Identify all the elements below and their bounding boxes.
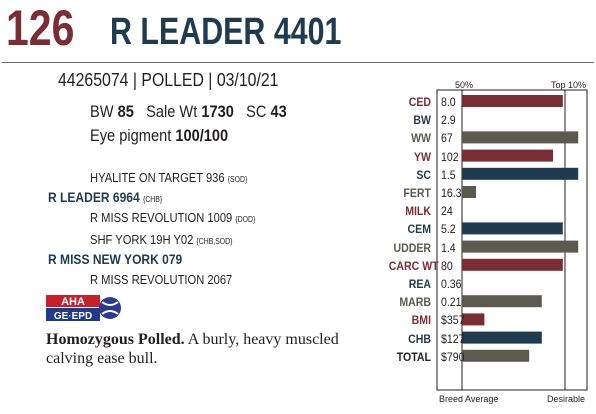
trait-label: YW: [413, 149, 431, 164]
pedigree-sire-sire-name: HYALITE ON TARGET 936: [90, 170, 225, 185]
epd-bar: [462, 349, 530, 362]
bw-value: 85: [117, 102, 134, 121]
epd-bar: [462, 131, 579, 144]
epd-bar: [462, 95, 563, 107]
registration-line: 44265074 | POLLED | 03/10/21: [58, 70, 279, 90]
epd-value: $127: [441, 331, 465, 346]
pedigree-sire-dam: R MISS REVOLUTION 1009 {DOD}: [90, 210, 255, 225]
trait-label: MILK: [405, 204, 431, 219]
epd-value: 1.4: [441, 240, 456, 255]
epd-value: 0.21: [441, 295, 462, 310]
logo-line1: AHA: [61, 296, 85, 308]
trait-label: CHB: [408, 331, 431, 346]
epd-value: 5.2: [441, 222, 456, 237]
chart-bottom-label-breed-average: Breed Average: [439, 394, 499, 404]
pedigree-dam-dam: R MISS REVOLUTION 2067: [90, 272, 232, 287]
pedigree-sire-name: R LEADER 6964: [48, 189, 140, 205]
epd-bar: [462, 167, 579, 180]
pedigree-dam-sire-name: SHF YORK 19H Y02: [90, 232, 194, 247]
epd-value: 2.9: [441, 113, 456, 128]
epd-value: 80: [441, 258, 453, 273]
epd-value: $357: [441, 313, 465, 328]
epd-value: $790: [441, 349, 465, 364]
eye-label: Eye pigment: [90, 126, 172, 145]
epd-bar: [462, 313, 485, 326]
description-bold: Homozygous Polled.: [46, 331, 185, 348]
salewt-label: Sale Wt: [146, 102, 198, 121]
description-text: A burly, heavy muscled calving ease bull…: [46, 331, 339, 367]
chart-bottom-label-desirable: Desirable: [547, 394, 586, 404]
salewt-value: 1730: [201, 102, 234, 121]
pedigree-dam-sire: SHF YORK 19H Y02 {CHB,SOD}: [90, 232, 232, 247]
epd-value: 16.3: [441, 186, 462, 200]
trait-label: BW: [413, 113, 431, 128]
trait-label: REA: [408, 277, 431, 291]
chart-top-label-top10: Top 10%: [551, 80, 587, 90]
epd-value: 102: [441, 149, 459, 164]
header-divider: [2, 62, 594, 63]
epd-bar: [462, 295, 542, 308]
bw-label: BW: [90, 102, 114, 121]
epd-bar: [462, 258, 563, 271]
pedigree-sire-sire-tag: {SOD}: [227, 175, 248, 184]
aha-ge-epd-logo: AHA GE·EPD: [46, 294, 122, 322]
epd-bar: [462, 186, 476, 198]
trait-label: WW: [411, 131, 431, 146]
chart-frame: [436, 89, 588, 391]
trait-label: CARC WT: [388, 258, 439, 273]
epd-bar: [462, 222, 563, 235]
pedigree-sire-sire: HYALITE ON TARGET 936 {SOD}: [90, 170, 247, 185]
epd-value: 1.5: [441, 167, 456, 182]
epd-bar: [462, 149, 553, 162]
epd-bar: [462, 331, 542, 344]
sc-value: 43: [270, 102, 287, 121]
pedigree-sire: R LEADER 6964 {CHB}: [48, 189, 162, 205]
pedigree-dam-name: R MISS NEW YORK 079: [48, 251, 183, 267]
trait-label: TOTAL: [396, 349, 431, 364]
epd-value: 0.36: [441, 277, 462, 291]
lot-number: 126: [6, 0, 75, 56]
logo-line2: GE·EPD: [54, 311, 92, 322]
pedigree-dam-sire-tag: {CHB,SOD}: [196, 237, 233, 246]
trait-label: MARB: [399, 295, 431, 310]
trait-label: CED: [408, 95, 431, 109]
description: Homozygous Polled. A burly, heavy muscle…: [46, 330, 366, 368]
pedigree-sire-tag: {CHB}: [143, 195, 163, 204]
trait-label: BMI: [411, 313, 431, 328]
pedigree-dam: R MISS NEW YORK 079: [48, 251, 182, 267]
epd-value: 24: [441, 204, 453, 219]
epd-chart-svg: [436, 89, 588, 391]
trait-label: UDDER: [393, 240, 431, 255]
weights-line: BW 85 Sale Wt 1730 SC 43: [90, 102, 287, 122]
trait-label: FERT: [403, 186, 431, 200]
trait-label: CEM: [407, 222, 431, 237]
eye-value: 100/100: [175, 126, 229, 145]
epd-value: 67: [441, 131, 453, 146]
pedigree-dam-dam-name: R MISS REVOLUTION 2067: [90, 272, 233, 287]
pedigree-sire-dam-tag: {DOD}: [235, 215, 256, 224]
chart-top-label-50: 50%: [455, 80, 474, 90]
epd-chart: 50% Top 10% Breed Average Desirable CED 8…: [389, 78, 595, 414]
epd-value: 8.0: [441, 95, 456, 109]
sc-label: SC: [246, 102, 267, 121]
epd-bar: [462, 240, 579, 253]
eye-pigment-line: Eye pigment 100/100: [90, 126, 228, 146]
trait-label: SC: [416, 167, 431, 182]
pedigree-sire-dam-name: R MISS REVOLUTION 1009: [90, 210, 233, 225]
animal-name: R LEADER 4401: [110, 11, 342, 53]
